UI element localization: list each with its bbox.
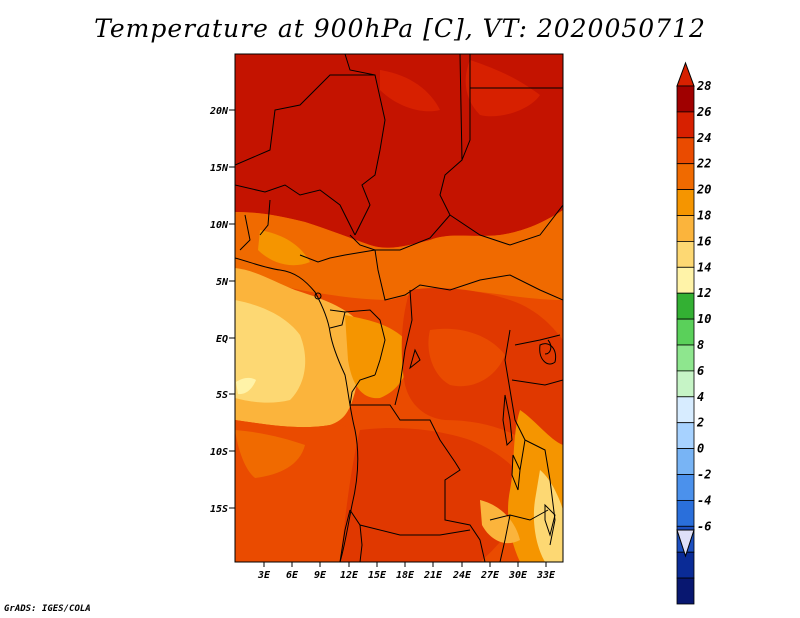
lat-label: 15N — [210, 163, 229, 174]
map-frame — [234, 53, 564, 563]
colorbar-label: 2 — [696, 416, 704, 430]
colorbar-cell — [676, 163, 695, 190]
colorbar-cell — [676, 396, 695, 424]
colorbar-cell — [676, 318, 695, 346]
colorbar-cell — [676, 266, 695, 294]
lat-label: 10N — [210, 220, 229, 231]
coastline — [235, 257, 359, 562]
colorbar-label: 10 — [697, 312, 711, 326]
lon-label: 33E — [536, 570, 556, 581]
lon-label: 6E — [286, 570, 299, 581]
colorbar-label: 20 — [696, 183, 711, 197]
colorbar-cell — [676, 577, 695, 605]
lon-label: 30E — [508, 570, 528, 581]
lon-label: 27E — [480, 570, 500, 581]
lon-label: 3E — [257, 570, 271, 581]
colorbar-label: 4 — [697, 390, 704, 404]
colorbar-cell — [676, 474, 695, 501]
colorbar-label: 14 — [697, 260, 711, 274]
colorbar-cell — [676, 240, 695, 268]
colorbar-label: 22 — [696, 157, 711, 171]
colorbar-cell — [676, 292, 695, 320]
colorbar-cell — [676, 499, 695, 527]
lat-label: 20N — [209, 106, 229, 117]
colorbar-label: -2 — [697, 468, 711, 482]
credit-label: GrADS: IGES/COLA — [4, 604, 91, 614]
colorbar-label: -6 — [697, 519, 711, 533]
country-borders — [235, 54, 563, 562]
lakes — [314, 292, 557, 537]
lon-label: 9E — [314, 570, 327, 581]
colorbar-label: 28 — [696, 79, 711, 93]
colorbar-cell — [676, 111, 695, 139]
colorbar-cell — [676, 137, 695, 165]
lon-label: 12E — [340, 570, 359, 581]
lon-label: 15E — [368, 570, 387, 581]
colorbar-cell — [676, 448, 695, 475]
colorbar-bottom-arrow — [676, 529, 695, 558]
temperature-field — [235, 54, 563, 562]
map-title: Temperature at 900hPa [C], VT: 202005071… — [94, 14, 706, 43]
lat-label: 10S — [210, 447, 228, 458]
colorbar-label: 12 — [697, 286, 711, 300]
longitude-axis: 3E 6E 9E 12E 15E 18E 21E 24E 27E 30E 33E — [257, 562, 556, 581]
colorbar-cell — [676, 370, 695, 398]
lon-label: 18E — [396, 570, 415, 581]
colorbar-cell — [676, 189, 695, 216]
colorbar-cell — [676, 215, 695, 242]
colorbar-label: -4 — [697, 493, 711, 507]
colorbar-label: 8 — [697, 338, 704, 352]
colorbar-cell — [676, 344, 695, 372]
latitude-axis: 20N 15N 10N 5N EQ 5S 10S 15S — [209, 106, 235, 515]
colorbar-top-arrow — [676, 61, 695, 87]
lat-label: 5N — [216, 277, 229, 288]
colorbar-label: 16 — [697, 234, 711, 248]
lon-label: 21E — [423, 570, 443, 581]
lat-label: EQ — [216, 334, 228, 345]
colorbar-label: 26 — [696, 105, 711, 119]
colorbar-label: 24 — [696, 131, 711, 145]
colorbar-label: 6 — [697, 364, 704, 378]
lat-label: 15S — [210, 504, 228, 515]
colorbar-cell — [676, 422, 695, 450]
lat-label: 5S — [216, 390, 228, 401]
colorbar-label: 0 — [697, 442, 704, 456]
lon-label: 24E — [452, 570, 472, 581]
colorbar-cell — [676, 85, 695, 113]
colorbar-label: 18 — [697, 209, 711, 223]
